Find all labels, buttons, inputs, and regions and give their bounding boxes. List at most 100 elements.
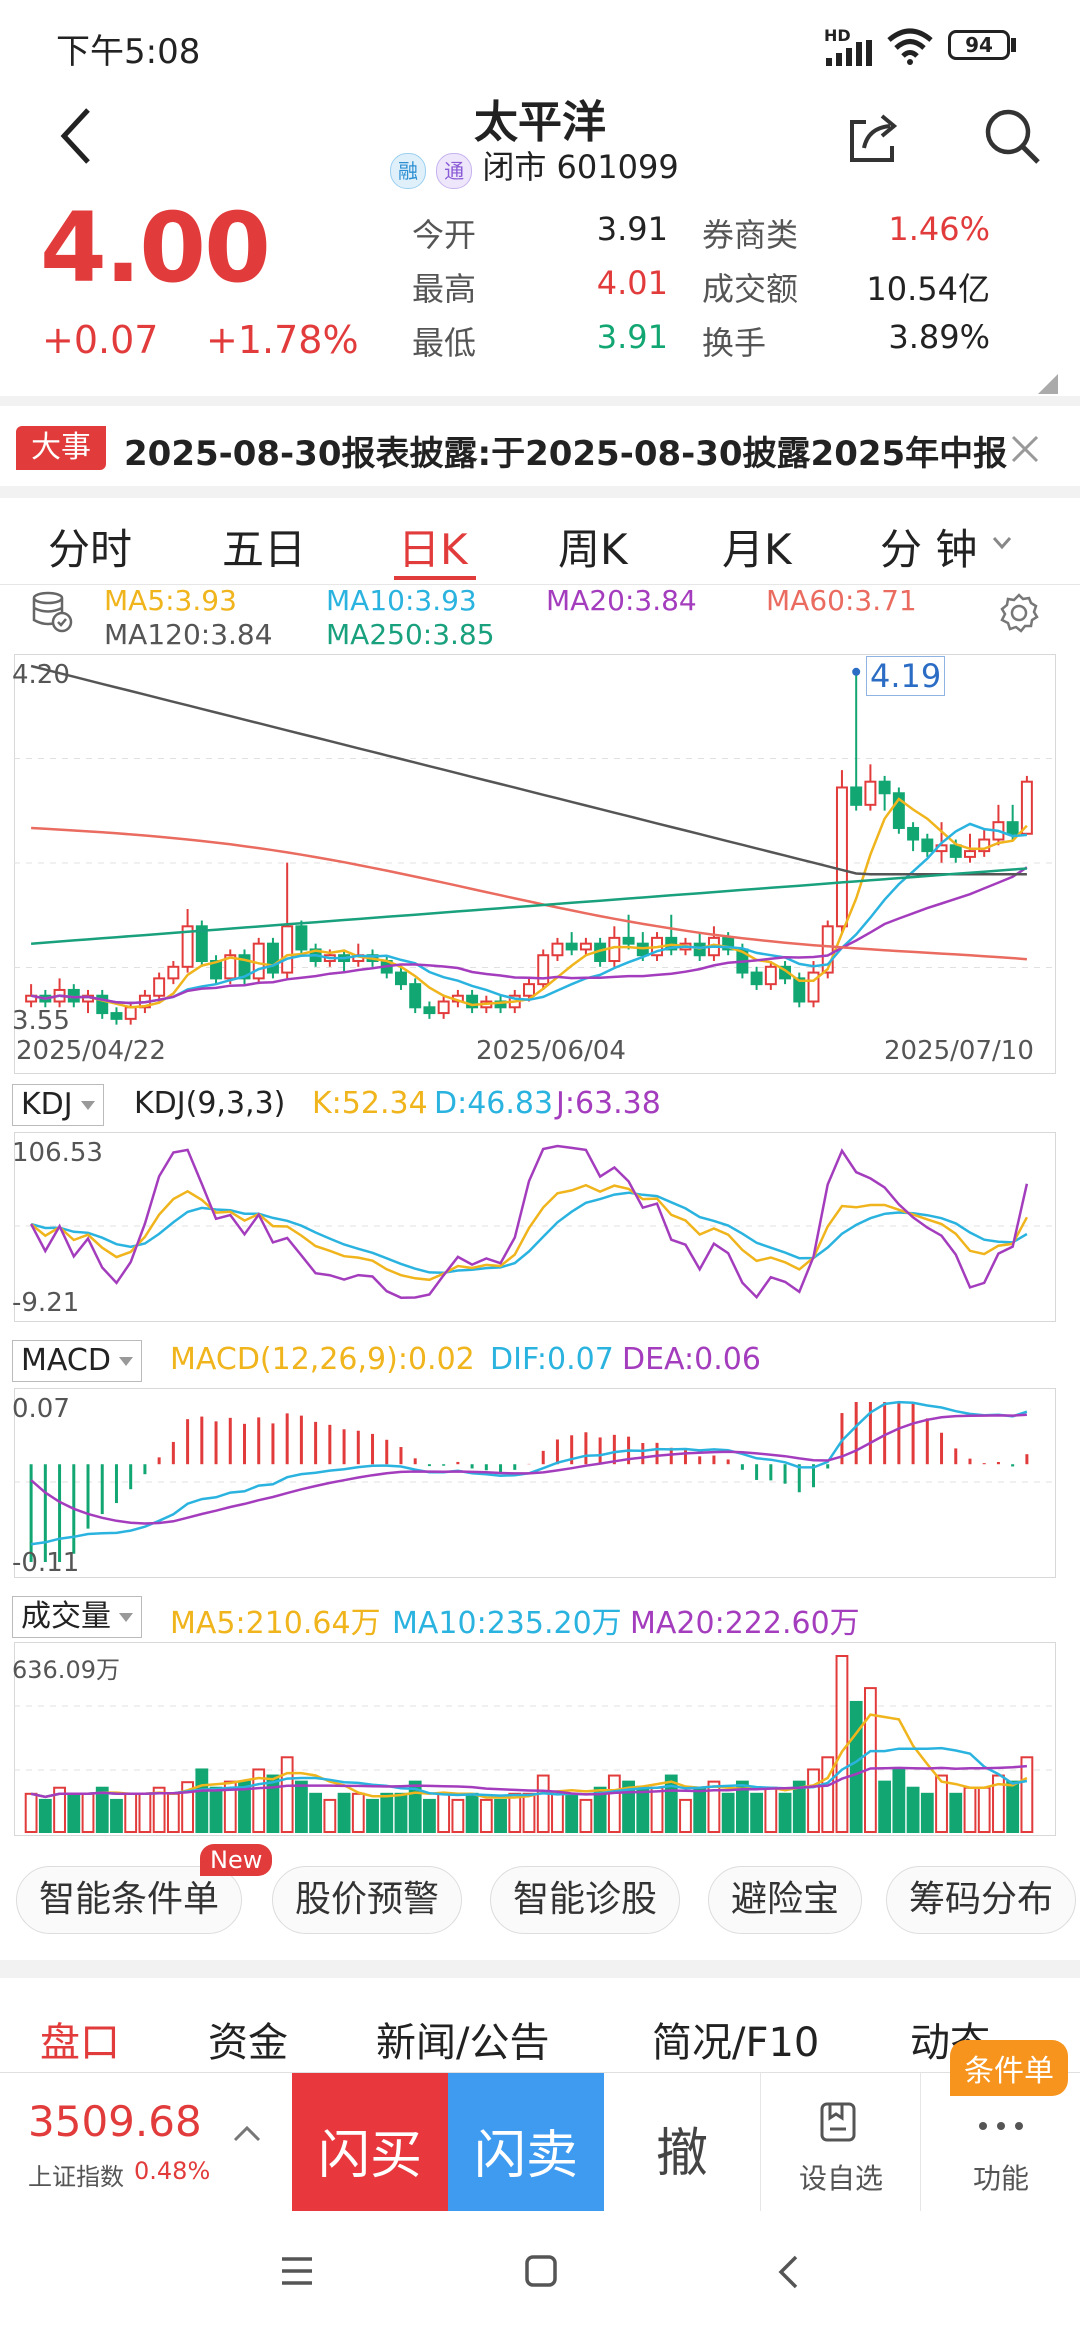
volume-bar xyxy=(380,1792,394,1834)
stock-code: 601099 xyxy=(556,148,679,186)
flash-sell-label: 闪卖 xyxy=(473,2126,578,2186)
volume-bar xyxy=(622,1780,635,1834)
candle-body xyxy=(978,838,991,853)
database-icon[interactable] xyxy=(30,590,74,634)
tab-five-day[interactable]: 五日 xyxy=(222,525,307,574)
tab-monthly-k[interactable]: 月K xyxy=(722,525,792,574)
chevron-down-icon[interactable] xyxy=(992,536,1012,550)
flash-buy-button[interactable] xyxy=(292,2073,448,2211)
share-icon[interactable] xyxy=(844,108,902,166)
status-bar: 下午5:08 HD 94 xyxy=(0,0,1080,86)
volume-bar xyxy=(309,1792,323,1834)
candle-body xyxy=(153,977,166,997)
network-label: HD xyxy=(824,26,851,45)
back-nav-icon[interactable] xyxy=(776,2254,800,2290)
volume-bar xyxy=(607,1774,621,1833)
volume-panel[interactable] xyxy=(14,1642,1056,1836)
tab-daily-k[interactable]: 日K xyxy=(398,525,468,574)
volume-bar xyxy=(494,1798,507,1833)
candle-body xyxy=(195,925,208,963)
tab-funds[interactable]: 资金 xyxy=(208,2020,288,2066)
volume-chart[interactable] xyxy=(14,1642,1054,1834)
candle-body xyxy=(878,780,891,795)
chevron-down-icon xyxy=(119,1613,133,1622)
volume-bar xyxy=(864,1687,877,1833)
settings-gear-icon[interactable] xyxy=(998,592,1040,634)
status-time: 下午5:08 xyxy=(56,32,201,72)
price-alert-button[interactable]: 股价预警 xyxy=(272,1866,463,1934)
volume-bar xyxy=(892,1768,906,1834)
candle-body xyxy=(565,942,578,951)
volume-bar xyxy=(479,1798,493,1833)
volume-bar xyxy=(750,1792,764,1834)
volume-bar xyxy=(920,1792,934,1834)
condition-order-badge[interactable]: 条件单 xyxy=(950,2040,1068,2096)
add-watchlist-button[interactable] xyxy=(762,2073,921,2211)
candle-body xyxy=(466,994,479,1009)
chevron-down-icon xyxy=(118,1357,133,1366)
volume-selector[interactable]: 成交量 xyxy=(12,1596,142,1638)
chip-distribution-button[interactable]: 筹码分布 xyxy=(886,1866,1077,1934)
candlestick-chart[interactable] xyxy=(14,654,1054,1072)
system-nav-bar xyxy=(0,2210,1080,2340)
tab-minute[interactable]: 分 钟 xyxy=(880,525,978,574)
news-tag: 大事 xyxy=(16,426,106,470)
kdj-panel[interactable] xyxy=(14,1132,1056,1322)
candle-body xyxy=(295,925,308,951)
macd-chart[interactable] xyxy=(14,1388,1054,1576)
volume-bar xyxy=(764,1786,778,1833)
volume-bar xyxy=(152,1786,166,1833)
macd-selector[interactable]: MACD xyxy=(12,1340,142,1382)
kdj-d-line xyxy=(30,1191,1028,1275)
price-axis-low: 3.55 xyxy=(12,1006,70,1036)
menu-icon[interactable] xyxy=(280,2256,314,2286)
cancel-order-button[interactable] xyxy=(604,2073,761,2211)
volume-bar xyxy=(650,1786,664,1833)
kdj-chart[interactable] xyxy=(14,1132,1054,1320)
tab-news[interactable]: 新闻/公告 xyxy=(376,2020,550,2066)
candle-body xyxy=(96,994,109,1015)
search-icon[interactable] xyxy=(982,106,1042,166)
candle-body xyxy=(394,971,407,986)
kdj-d: D:46.83 xyxy=(434,1086,554,1121)
stat-value: 1.46% xyxy=(888,210,990,248)
expand-corner-icon[interactable] xyxy=(1038,374,1058,394)
tab-weekly-k[interactable]: 周K xyxy=(558,525,628,574)
volume-bar xyxy=(465,1792,479,1834)
news-bar[interactable]: 大事 2025-08-30报表披露:于2025-08-30披露2025年中报 xyxy=(0,406,1080,486)
hedge-button[interactable]: 避险宝 xyxy=(708,1866,863,1934)
price-chart-panel[interactable] xyxy=(14,654,1056,1074)
smart-condition-order-button[interactable]: 智能条件单 xyxy=(16,1866,243,1934)
candle-body xyxy=(907,826,920,841)
volume-bar xyxy=(593,1786,607,1833)
chevron-up-icon[interactable] xyxy=(232,2123,262,2143)
kdj-k-line xyxy=(30,1183,1029,1282)
candle-body xyxy=(224,954,237,980)
volume-bar xyxy=(423,1798,436,1833)
tab-f10[interactable]: 简况/F10 xyxy=(652,2020,820,2066)
candle-body xyxy=(252,942,265,980)
volume-bar xyxy=(138,1792,152,1834)
kdj-selector[interactable]: KDJ xyxy=(12,1084,104,1126)
separator xyxy=(0,396,1080,406)
tab-intraday[interactable]: 分时 xyxy=(48,525,133,574)
volume-bar xyxy=(67,1792,81,1834)
volume-bar xyxy=(735,1780,749,1834)
index-value[interactable]: 3509.68 xyxy=(28,2097,202,2146)
smart-diagnosis-button[interactable]: 智能诊股 xyxy=(490,1866,681,1934)
ma60-label: MA60:3.71 xyxy=(766,584,917,617)
flash-sell-button[interactable] xyxy=(448,2073,604,2211)
close-icon[interactable] xyxy=(1010,434,1040,464)
volume-bar xyxy=(437,1792,451,1834)
back-icon[interactable] xyxy=(58,106,94,166)
new-badge: New xyxy=(200,1844,273,1876)
home-icon[interactable] xyxy=(524,2254,558,2288)
tab-order-book[interactable]: 盘口 xyxy=(40,2020,120,2066)
index-name: 上证指数 xyxy=(28,2163,124,2191)
candle-body xyxy=(622,936,635,945)
stock-name: 太平洋 xyxy=(474,97,606,148)
chevron-down-icon xyxy=(80,1101,95,1110)
volume-bar xyxy=(166,1792,180,1834)
macd-panel[interactable] xyxy=(14,1388,1056,1578)
signal-icon xyxy=(826,40,872,66)
